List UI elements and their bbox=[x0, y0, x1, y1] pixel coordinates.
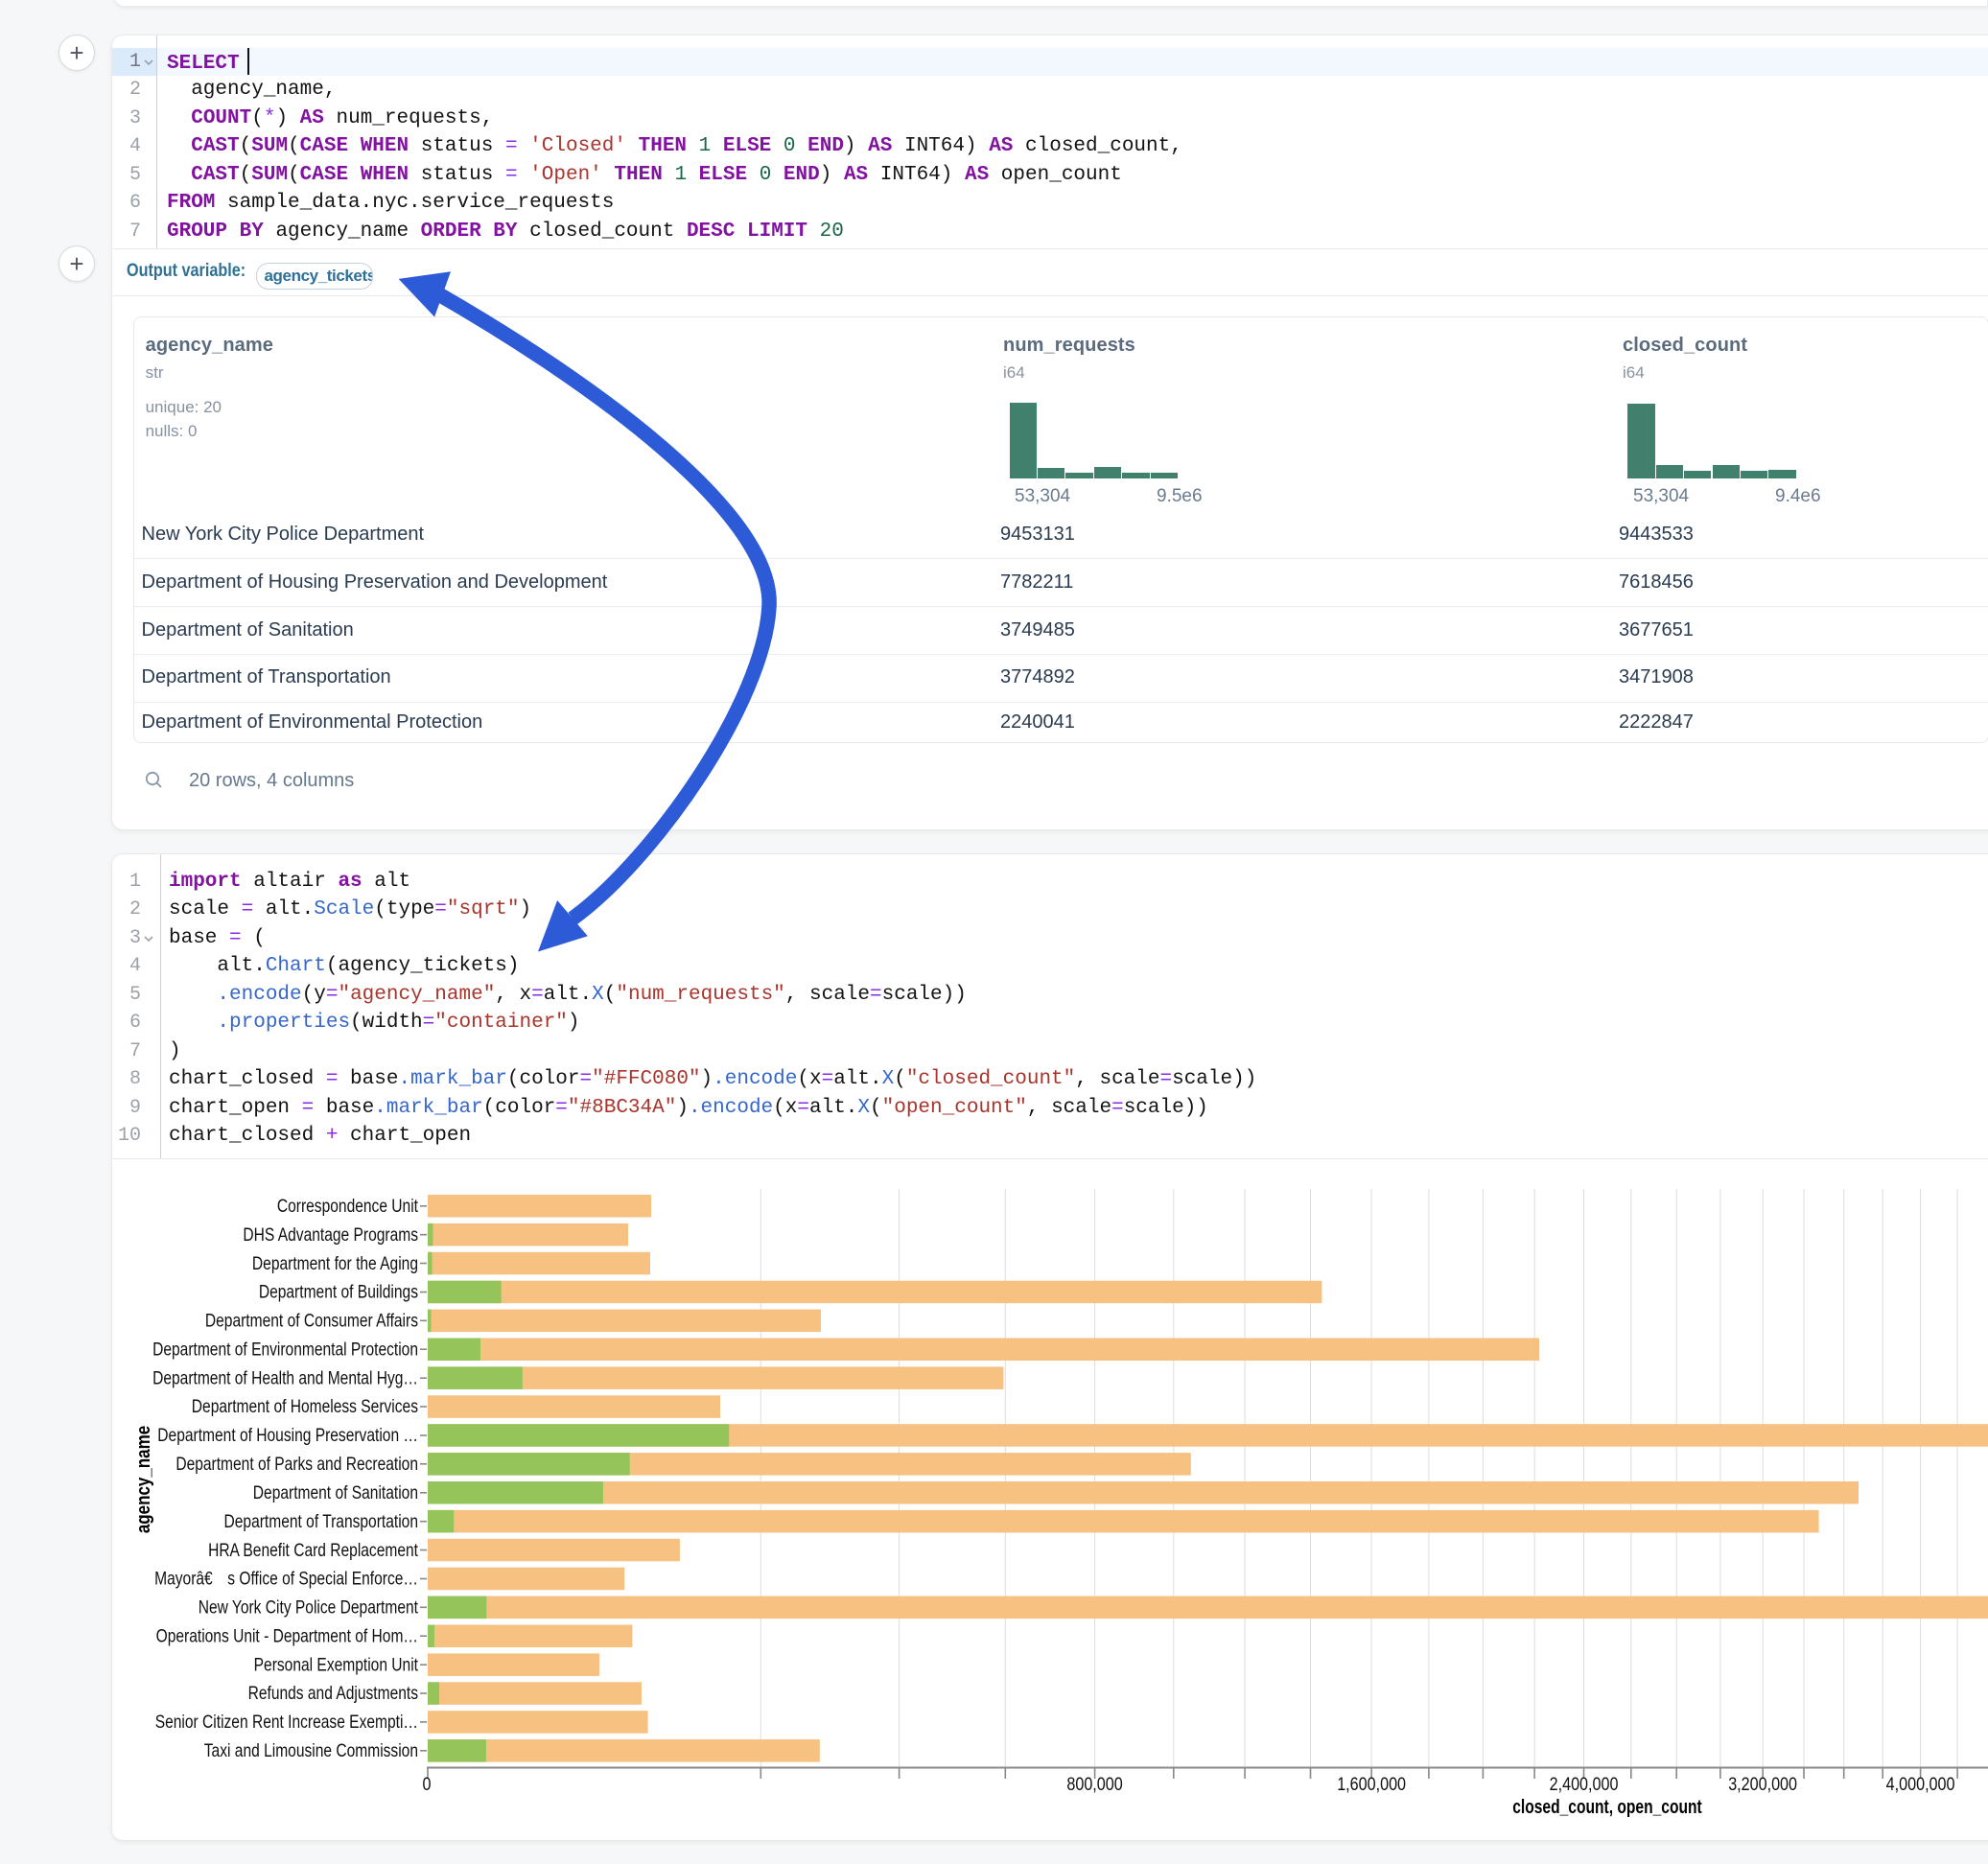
svg-text:0: 0 bbox=[422, 1774, 431, 1795]
svg-text:800,000: 800,000 bbox=[1066, 1774, 1123, 1795]
svg-text:3,200,000: 3,200,000 bbox=[1728, 1774, 1797, 1795]
svg-text:Department of Environmental Pr: Department of Environmental Protection bbox=[152, 1339, 418, 1360]
svg-text:Mayorâ€ s Office of Special En: Mayorâ€ s Office of Special Enforce… bbox=[154, 1568, 418, 1589]
svg-text:closed_count, open_count: closed_count, open_count bbox=[1512, 1796, 1701, 1817]
svg-text:Department of Transportation: Department of Transportation bbox=[224, 1510, 418, 1531]
svg-text:Department of Parks and Recrea: Department of Parks and Recreation bbox=[175, 1454, 418, 1475]
svg-text:Personal Exemption Unit: Personal Exemption Unit bbox=[254, 1654, 418, 1675]
svg-text:Operations Unit - Department o: Operations Unit - Department of Hom… bbox=[156, 1625, 418, 1646]
svg-text:Department of Health and Menta: Department of Health and Mental Hyg… bbox=[152, 1367, 418, 1388]
svg-text:Refunds and Adjustments: Refunds and Adjustments bbox=[248, 1683, 419, 1704]
svg-text:Department of Buildings: Department of Buildings bbox=[259, 1281, 418, 1302]
svg-text:Department of Sanitation: Department of Sanitation bbox=[253, 1482, 418, 1503]
svg-text:Department for the Aging: Department for the Aging bbox=[252, 1252, 418, 1273]
svg-text:1,600,000: 1,600,000 bbox=[1337, 1774, 1406, 1795]
svg-text:Department of Homeless Service: Department of Homeless Services bbox=[192, 1396, 418, 1417]
svg-text:4,000,000: 4,000,000 bbox=[1886, 1774, 1955, 1795]
svg-text:Department of Housing Preserva: Department of Housing Preservation … bbox=[157, 1425, 418, 1446]
svg-text:Senior Citizen Rent Increase E: Senior Citizen Rent Increase Exempti… bbox=[155, 1712, 418, 1733]
svg-text:Department of Consumer Affairs: Department of Consumer Affairs bbox=[205, 1310, 418, 1331]
svg-text:DHS Advantage Programs: DHS Advantage Programs bbox=[243, 1223, 418, 1245]
svg-text:Taxi and Limousine Commission: Taxi and Limousine Commission bbox=[204, 1740, 418, 1761]
svg-text:New York City Police Departmen: New York City Police Department bbox=[199, 1596, 418, 1618]
svg-text:2,400,000: 2,400,000 bbox=[1550, 1774, 1619, 1795]
svg-text:HRA Benefit Card Replacement: HRA Benefit Card Replacement bbox=[208, 1539, 418, 1560]
svg-text:Correspondence Unit: Correspondence Unit bbox=[277, 1196, 418, 1217]
svg-text:agency_name: agency_name bbox=[132, 1426, 154, 1533]
